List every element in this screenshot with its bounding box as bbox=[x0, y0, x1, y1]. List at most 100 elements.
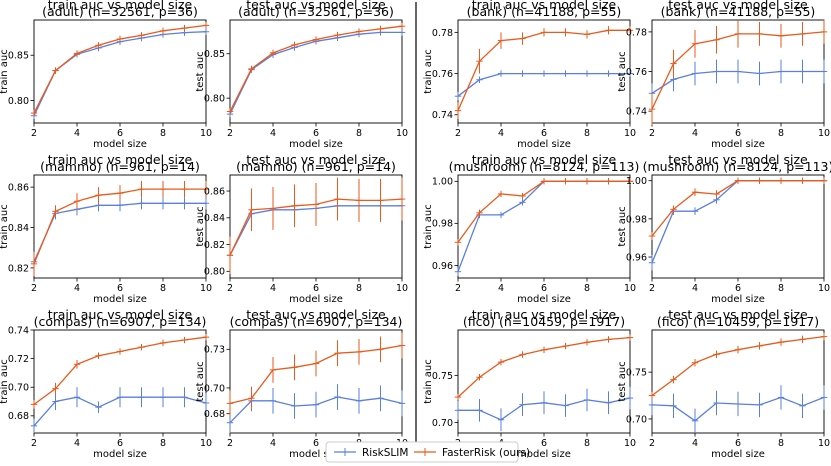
chart-title: train auc vs model size bbox=[472, 152, 617, 167]
y-axis-label: train auc bbox=[0, 49, 10, 93]
y-axis-label: train auc bbox=[0, 359, 10, 403]
chart-title: train auc vs model size bbox=[48, 307, 193, 322]
chart-title: train auc vs model size bbox=[48, 0, 193, 12]
chart-subtitle: (mushroom) (n=8124, p=113) bbox=[643, 159, 831, 174]
x-tick-label: 2 bbox=[31, 438, 37, 449]
x-axis-label: model size bbox=[93, 449, 147, 460]
legend-label: FasterRisk (ours) bbox=[442, 447, 530, 459]
x-tick-label: 6 bbox=[735, 283, 741, 294]
plot-frame bbox=[229, 19, 403, 124]
x-tick-label: 6 bbox=[117, 128, 123, 139]
chart-panel: train auc vs model size(mammo) (n=961, p… bbox=[0, 152, 212, 305]
legend-label: RiskSLIM bbox=[362, 447, 408, 459]
x-tick-label: 2 bbox=[31, 128, 37, 139]
chart-subtitle: (bank) (n=41188, p=55) bbox=[467, 4, 622, 19]
x-tick-label: 6 bbox=[117, 438, 123, 449]
y-tick-label: 0.74 bbox=[432, 110, 453, 121]
series-riskslim bbox=[454, 178, 634, 276]
legend-entry-fasterrisk: FasterRisk (ours) bbox=[414, 447, 530, 459]
y-tick-label: 0.70 bbox=[432, 418, 453, 429]
series-riskslim bbox=[30, 197, 210, 270]
chart-subtitle: (bank) (n=41188, p=55) bbox=[661, 4, 816, 19]
chart-subtitle: (mushroom) (n=8124, p=113) bbox=[449, 159, 640, 174]
x-tick-label: 4 bbox=[270, 128, 276, 139]
x-axis-label: model size bbox=[517, 449, 571, 460]
series-line bbox=[651, 335, 825, 397]
x-tick-label: 10 bbox=[624, 438, 636, 449]
x-tick-label: 2 bbox=[31, 283, 37, 294]
y-axis-label: train auc bbox=[0, 204, 10, 248]
x-axis-label: model size bbox=[93, 139, 147, 150]
x-axis-label: model size bbox=[289, 139, 343, 150]
series-fasterrisk bbox=[648, 332, 828, 400]
x-tick-label: 2 bbox=[227, 283, 233, 294]
series-fasterrisk bbox=[648, 20, 828, 125]
chart-title: train auc vs model size bbox=[48, 152, 193, 167]
plot-frame bbox=[457, 329, 631, 434]
x-tick-label: 6 bbox=[735, 128, 741, 139]
series-fasterrisk bbox=[454, 26, 634, 119]
x-tick-label: 4 bbox=[270, 438, 276, 449]
series-fasterrisk bbox=[454, 334, 634, 401]
chart-panel: test auc vs model size(mammo) (n=961, p=… bbox=[195, 152, 408, 305]
chart-panel: train auc vs model size(bank) (n=41188, … bbox=[423, 0, 636, 150]
x-tick-label: 6 bbox=[541, 438, 547, 449]
x-tick-label: 4 bbox=[74, 283, 80, 294]
x-axis-label: model size bbox=[289, 294, 343, 305]
x-tick-label: 10 bbox=[200, 283, 212, 294]
series-fasterrisk bbox=[226, 332, 406, 417]
chart-title: test auc vs model size bbox=[246, 307, 386, 322]
x-tick-label: 8 bbox=[778, 283, 784, 294]
series-riskslim bbox=[648, 59, 828, 104]
y-axis-label: test auc bbox=[195, 206, 206, 246]
x-tick-label: 6 bbox=[735, 438, 741, 449]
x-tick-label: 8 bbox=[356, 283, 362, 294]
x-tick-label: 2 bbox=[455, 128, 461, 139]
y-tick-label: 0.86 bbox=[8, 183, 29, 194]
x-tick-label: 4 bbox=[692, 128, 698, 139]
y-tick-label: 0.96 bbox=[626, 252, 647, 263]
chart-title: test auc vs model size bbox=[246, 152, 386, 167]
y-axis-label: test auc bbox=[617, 51, 628, 91]
chart-panel: test auc vs model size(adult) (n=32561, … bbox=[195, 0, 408, 150]
y-tick-label: 0.74 bbox=[626, 107, 647, 118]
x-tick-label: 6 bbox=[313, 128, 319, 139]
y-tick-label: 0.85 bbox=[204, 49, 225, 60]
chart-subtitle: (adult) (n=32561, p=36) bbox=[42, 4, 198, 19]
x-tick-label: 8 bbox=[160, 128, 166, 139]
plot-frame bbox=[651, 329, 825, 434]
series-line bbox=[457, 180, 630, 243]
x-tick-label: 4 bbox=[498, 128, 504, 139]
y-tick-label: 0.70 bbox=[626, 414, 647, 425]
x-tick-label: 10 bbox=[818, 283, 830, 294]
x-tick-label: 2 bbox=[455, 283, 461, 294]
x-tick-label: 2 bbox=[227, 438, 233, 449]
y-tick-label: 0.75 bbox=[626, 368, 647, 379]
y-tick-label: 0.78 bbox=[626, 27, 647, 38]
x-axis-label: model size bbox=[517, 139, 571, 150]
chart-subtitle: (compas) (n=6907, p=134) bbox=[230, 314, 403, 329]
x-tick-label: 6 bbox=[117, 283, 123, 294]
series-fasterrisk bbox=[30, 22, 210, 117]
y-tick-label: 0.68 bbox=[8, 411, 29, 422]
x-tick-label: 10 bbox=[624, 128, 636, 139]
x-tick-label: 4 bbox=[74, 438, 80, 449]
x-tick-label: 2 bbox=[649, 283, 655, 294]
y-tick-label: 0.75 bbox=[432, 371, 453, 382]
y-tick-label: 0.85 bbox=[8, 51, 29, 62]
chart-subtitle: (adult) (n=32561, p=36) bbox=[238, 4, 394, 19]
series-line bbox=[457, 336, 631, 398]
chart-panel: test auc vs model size(mushroom) (n=8124… bbox=[617, 152, 831, 305]
y-tick-label: 0.72 bbox=[8, 354, 29, 365]
plot-frame bbox=[457, 174, 631, 279]
series-line bbox=[33, 202, 206, 263]
y-tick-label: 0.68 bbox=[204, 409, 225, 420]
series-fasterrisk bbox=[648, 177, 828, 240]
x-axis-label: model size bbox=[711, 139, 765, 150]
y-axis-label: train auc bbox=[423, 204, 434, 248]
y-tick-label: 0.98 bbox=[432, 219, 453, 230]
chart-subtitle: (mammo) (n=961, p=14) bbox=[236, 159, 396, 174]
y-axis-label: test auc bbox=[617, 361, 628, 401]
y-axis-label: test auc bbox=[195, 361, 206, 401]
series-line bbox=[229, 31, 402, 115]
